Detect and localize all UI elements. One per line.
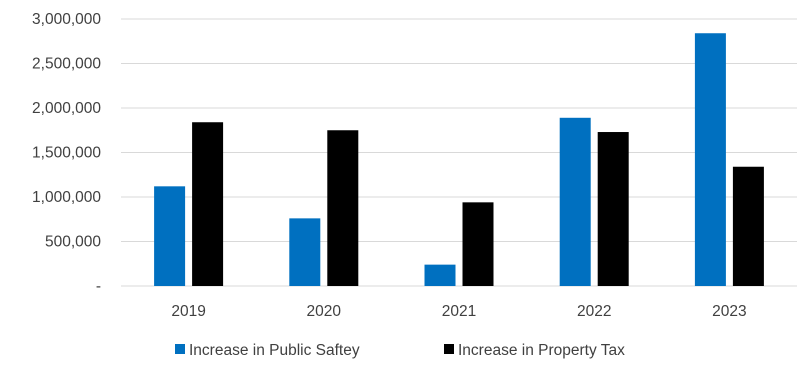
x-tick-label: 2019 [171,303,205,320]
x-tick-label: 2022 [577,303,611,320]
legend-label: Increase in Property Tax [458,342,625,359]
bar-public-safety-2022 [559,117,591,286]
y-tick-label: 1,000,000 [32,189,101,206]
x-tick-label: 2020 [307,303,342,320]
bar-public-safety-2023 [694,33,726,286]
gridlines [121,18,797,287]
bar-property-tax-2023 [732,166,764,286]
legend: Increase in Public Saftey Increase in Pro… [175,342,625,359]
y-axis-ticks: - 500,000 1,000,000 1,500,000 2,000,000 2,500… [32,11,101,295]
bar-public-safety-2020 [289,218,321,286]
x-axis-ticks: 2019 2020 2021 2022 2023 [171,303,746,320]
y-tick-label: 2,000,000 [32,100,101,117]
y-tick-label: 1,500,000 [32,145,101,162]
legend-swatch [444,344,454,354]
y-tick-label: - [96,278,101,295]
bars [154,33,764,287]
y-tick-label: 3,000,000 [32,11,101,28]
bar-public-safety-2019 [154,186,186,286]
legend-swatch [175,344,185,354]
y-tick-label: 500,000 [45,234,101,251]
x-tick-label: 2021 [442,303,476,320]
bar-public-safety-2021 [424,264,456,286]
bar-property-tax-2022 [597,132,629,286]
bar-property-tax-2020 [327,130,359,286]
x-tick-label: 2023 [712,303,746,320]
y-tick-label: 2,500,000 [32,56,101,73]
legend-label: Increase in Public Saftey [189,342,360,359]
bar-property-tax-2021 [462,202,494,286]
bar-property-tax-2019 [192,122,224,287]
